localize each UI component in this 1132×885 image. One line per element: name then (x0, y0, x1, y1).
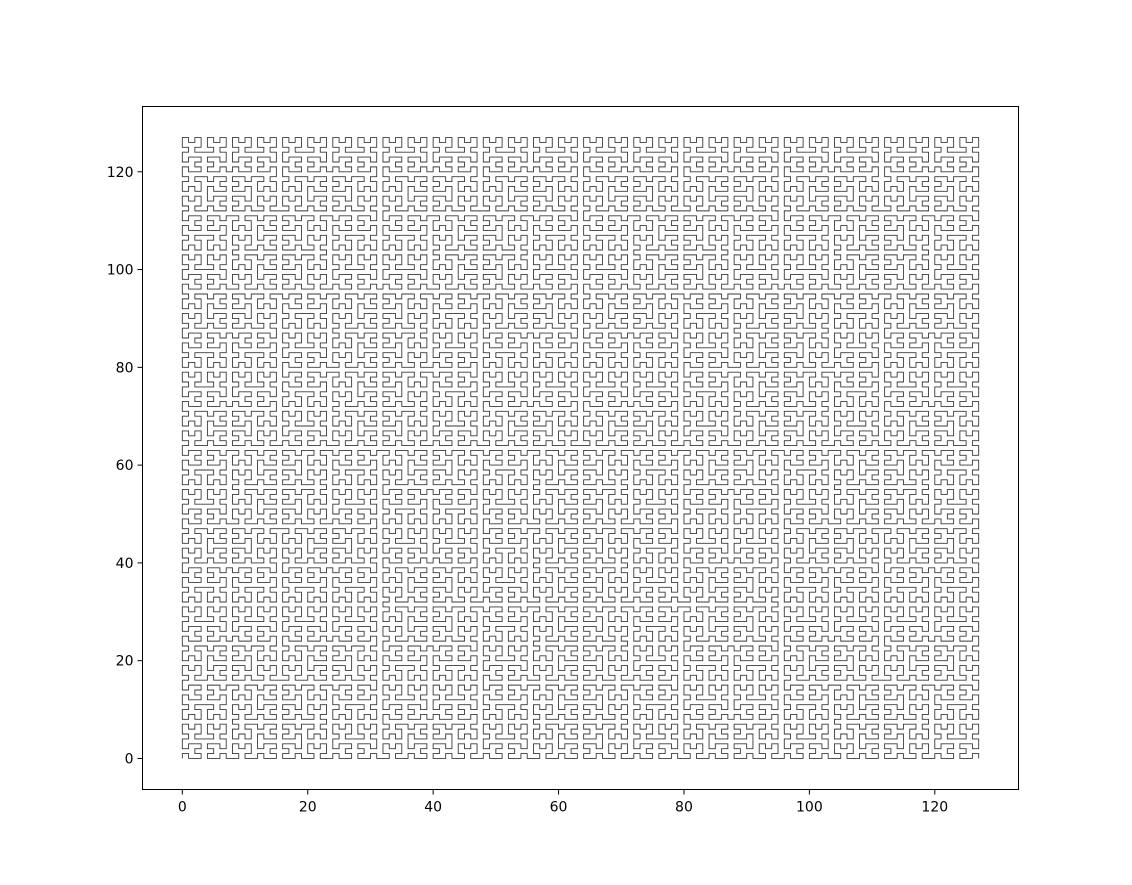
series-line-hilbert-curve (181, 137, 980, 759)
x-tick-label: 0 (178, 800, 187, 816)
plot-area (181, 137, 980, 759)
x-tick-label: 20 (299, 800, 317, 816)
y-tick-label: 0 (125, 751, 134, 767)
x-axis: 0 20 40 60 80 100 120 (178, 789, 948, 816)
x-tick-label: 80 (675, 800, 693, 816)
x-tick-label: 40 (424, 800, 442, 816)
y-tick-label: 80 (116, 360, 134, 376)
y-tick-label: 120 (107, 165, 134, 181)
x-tick-label: 60 (550, 800, 568, 816)
y-axis: 0 20 40 60 80 100 120 (107, 165, 143, 767)
y-tick-label: 20 (116, 654, 134, 670)
y-tick-label: 100 (107, 263, 134, 279)
x-tick-label: 120 (921, 800, 948, 816)
y-tick-label: 60 (116, 458, 134, 474)
y-tick-label: 40 (116, 556, 134, 572)
axes-frame (142, 106, 1019, 790)
x-tick-label: 100 (796, 800, 823, 816)
